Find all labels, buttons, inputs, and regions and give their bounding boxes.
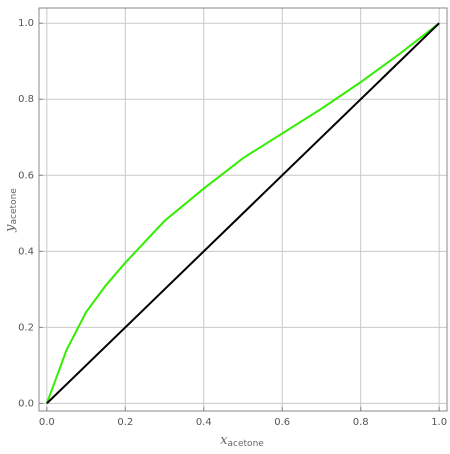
y-tick-label: 0.4 [18,246,34,257]
series-line [45,22,440,404]
x-tick-label: 0.4 [196,417,212,428]
y-axis-label: yacetone [3,188,19,233]
x-label-subscript: acetone [228,439,265,449]
x-tick-label: 0.6 [274,417,290,428]
plot-frame [38,7,448,412]
x-label-symbol: x [220,433,228,448]
x-tick-label: 0.8 [353,417,369,428]
x-tick-label: 1.0 [431,417,447,428]
y-tick-label: 1.0 [18,18,34,29]
y-tick-label: 0.8 [18,94,34,105]
x-tick-label: 0.0 [39,417,55,428]
x-tick-label: 0.2 [117,417,133,428]
y-tick-label: 0.2 [18,322,34,333]
y-tick-label: 0.0 [18,398,34,409]
y-label-subscript: acetone [9,188,19,225]
x-axis-label: xacetone [220,433,264,449]
y-label-symbol: y [3,224,18,233]
y-tick-label: 0.6 [18,170,34,181]
series-line [46,22,440,405]
